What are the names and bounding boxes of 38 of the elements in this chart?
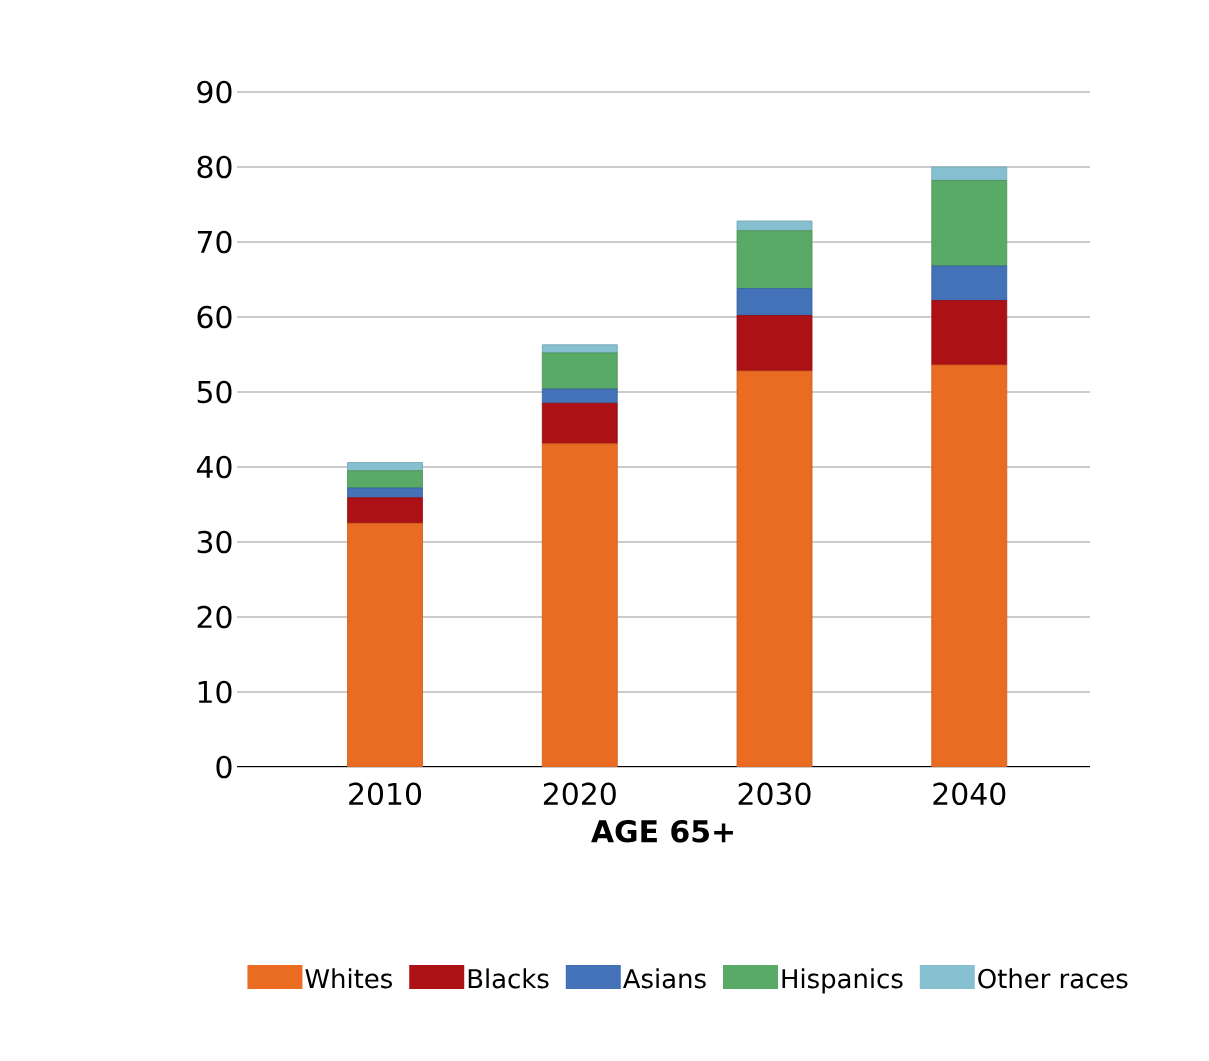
legend-label: Hispanics [782, 968, 903, 994]
x-tick-label: 2040 [933, 782, 1006, 806]
bar [931, 180, 1008, 267]
y-tick-label: 40 [196, 455, 232, 479]
y-tick-label: 0 [216, 755, 232, 779]
x-axis-title: AGE 65+ [591, 819, 733, 843]
bar [931, 300, 1008, 366]
bar [736, 315, 813, 372]
x-tick-label: 2030 [738, 782, 811, 806]
bar [541, 352, 618, 390]
x-tick-label: 2010 [349, 782, 422, 806]
y-tick-label: 10 [198, 680, 232, 704]
bar [347, 522, 423, 767]
bar [347, 497, 423, 524]
bar [736, 220, 813, 232]
y-tick-label: 80 [197, 155, 232, 179]
y-tick-label: 50 [197, 380, 232, 404]
bar [347, 470, 423, 489]
x-tick-label: 2020 [543, 782, 616, 806]
legend-label: Asians [622, 968, 706, 989]
y-tick-label: 60 [197, 305, 232, 329]
y-tick-label: 20 [197, 605, 232, 629]
bar [541, 443, 618, 767]
y-tick-label: 70 [197, 230, 232, 254]
legend-label: Whites [305, 968, 392, 989]
bar [347, 487, 423, 499]
bar [736, 288, 813, 316]
bar [931, 265, 1008, 301]
bar [541, 402, 618, 445]
bar [931, 166, 1008, 181]
bar [931, 364, 1008, 767]
legend-label: Blacks [468, 968, 549, 989]
y-tick-label: 90 [197, 80, 232, 104]
bar [736, 370, 813, 767]
legend-label: Other races [978, 968, 1128, 989]
bar [736, 230, 813, 289]
bar [541, 388, 618, 404]
y-tick-label: 30 [197, 530, 232, 554]
